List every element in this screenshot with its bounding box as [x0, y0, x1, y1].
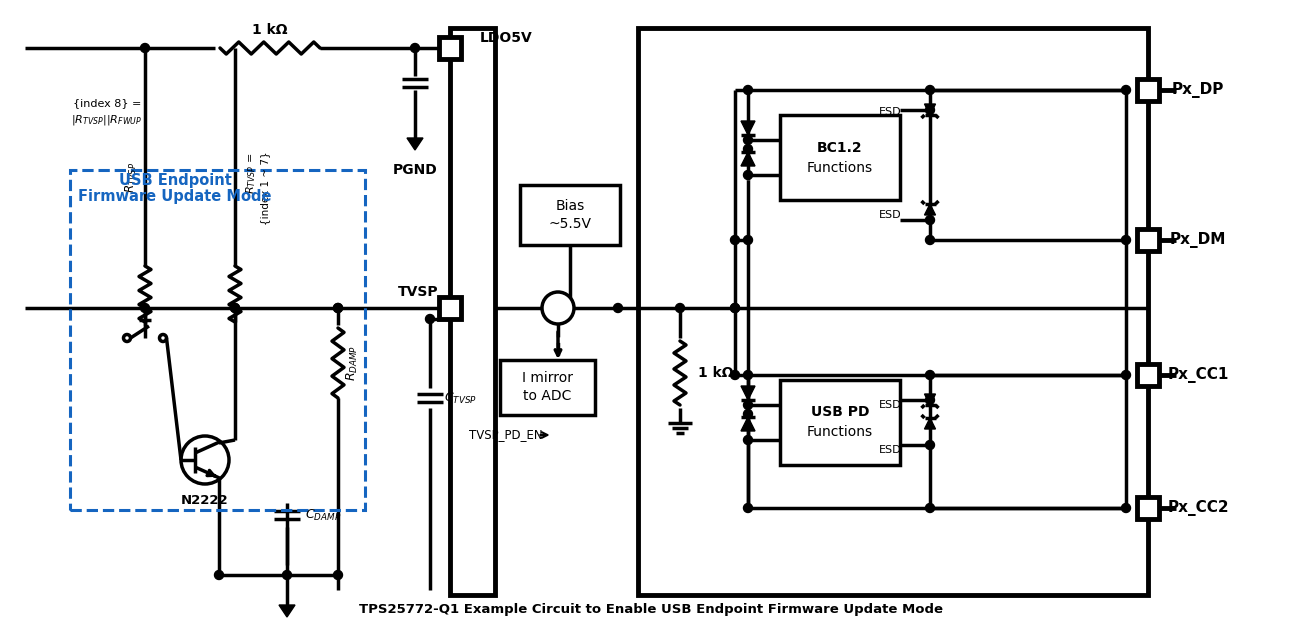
Bar: [1138, 364, 1158, 386]
Circle shape: [925, 440, 934, 450]
Polygon shape: [925, 104, 936, 115]
Bar: [780, 380, 900, 465]
Bar: [500, 360, 595, 415]
Bar: [638, 28, 1148, 595]
Circle shape: [215, 570, 224, 580]
Circle shape: [744, 85, 753, 95]
Text: Px_CC1: Px_CC1: [1167, 367, 1229, 383]
Text: {index 1 ~ 7}: {index 1 ~ 7}: [261, 151, 270, 225]
Text: USB Endpoint: USB Endpoint: [119, 172, 232, 187]
Text: Px_DM: Px_DM: [1170, 232, 1226, 248]
Bar: [1138, 497, 1158, 519]
Circle shape: [731, 236, 740, 244]
Circle shape: [925, 503, 934, 513]
Text: ESD: ESD: [880, 107, 902, 117]
Circle shape: [925, 236, 934, 244]
Circle shape: [925, 215, 934, 225]
Text: Functions: Functions: [807, 160, 873, 175]
Polygon shape: [925, 204, 936, 215]
Circle shape: [231, 304, 240, 312]
Circle shape: [614, 304, 623, 312]
Text: $R_{DAMP}$: $R_{DAMP}$: [344, 345, 360, 381]
Bar: [1138, 229, 1158, 251]
Text: USB PD: USB PD: [810, 406, 869, 419]
Text: Px_DP: Px_DP: [1171, 82, 1225, 98]
Text: TPS25772-Q1 Example Circuit to Enable USB Endpoint Firmware Update Mode: TPS25772-Q1 Example Circuit to Enable US…: [360, 603, 943, 616]
Circle shape: [744, 136, 753, 144]
Bar: [70, 170, 365, 510]
Text: Bias: Bias: [555, 199, 585, 213]
Bar: [1138, 79, 1158, 101]
Circle shape: [542, 292, 575, 324]
Text: $C_{TVSP}$: $C_{TVSP}$: [444, 391, 477, 406]
Circle shape: [731, 371, 740, 379]
Circle shape: [731, 304, 740, 312]
Circle shape: [744, 435, 753, 445]
Text: $C_{DAMP}$: $C_{DAMP}$: [305, 508, 341, 522]
Polygon shape: [407, 138, 423, 150]
Text: ESD: ESD: [880, 400, 902, 410]
Text: to ADC: to ADC: [524, 389, 572, 404]
Text: TVSP: TVSP: [397, 285, 438, 299]
Text: 1 kΩ: 1 kΩ: [698, 366, 734, 380]
Text: {index 8} =: {index 8} =: [73, 98, 141, 108]
Circle shape: [925, 106, 934, 114]
Polygon shape: [925, 394, 936, 405]
Circle shape: [1122, 236, 1131, 244]
Circle shape: [744, 409, 753, 419]
Bar: [439, 37, 461, 59]
Circle shape: [744, 144, 753, 154]
Polygon shape: [741, 417, 754, 431]
Text: ESD: ESD: [880, 210, 902, 220]
Circle shape: [1122, 85, 1131, 95]
Circle shape: [141, 44, 150, 52]
Circle shape: [410, 44, 420, 52]
Circle shape: [744, 170, 753, 180]
Text: 1 kΩ: 1 kΩ: [253, 23, 288, 37]
Text: $R_{TVSP}$: $R_{TVSP}$: [124, 162, 138, 193]
Polygon shape: [925, 418, 936, 429]
Circle shape: [1122, 371, 1131, 379]
Circle shape: [334, 304, 343, 312]
Circle shape: [334, 304, 343, 312]
Circle shape: [731, 304, 740, 312]
Text: I mirror: I mirror: [523, 371, 573, 386]
Circle shape: [141, 304, 150, 312]
Circle shape: [334, 570, 343, 580]
Bar: [520, 185, 620, 245]
Text: ~5.5V: ~5.5V: [549, 217, 592, 231]
Text: $|R_{TVSP}||R_{FWUP}$: $|R_{TVSP}||R_{FWUP}$: [72, 113, 142, 127]
Text: BC1.2: BC1.2: [817, 141, 863, 154]
Bar: [450, 28, 495, 595]
Circle shape: [231, 304, 240, 312]
Circle shape: [925, 85, 934, 95]
Circle shape: [744, 371, 753, 379]
Bar: [439, 297, 461, 319]
Text: Px_CC2: Px_CC2: [1167, 500, 1229, 516]
Bar: [780, 115, 900, 200]
Text: Functions: Functions: [807, 425, 873, 440]
Polygon shape: [741, 386, 754, 400]
Text: TVSP_PD_EN: TVSP_PD_EN: [469, 429, 542, 442]
Circle shape: [744, 503, 753, 513]
Circle shape: [1122, 503, 1131, 513]
Circle shape: [925, 371, 934, 379]
Polygon shape: [741, 121, 754, 135]
Circle shape: [744, 236, 753, 244]
Circle shape: [925, 396, 934, 404]
Circle shape: [426, 315, 434, 323]
Polygon shape: [279, 605, 294, 617]
Circle shape: [744, 401, 753, 409]
Polygon shape: [741, 152, 754, 166]
Circle shape: [283, 570, 292, 580]
Text: ESD: ESD: [880, 445, 902, 455]
Circle shape: [675, 304, 684, 312]
Text: PGND: PGND: [392, 163, 438, 177]
Text: N2222: N2222: [181, 493, 229, 506]
Text: Firmware Update Mode: Firmware Update Mode: [78, 188, 272, 203]
Text: $R_{TVSP}$ =: $R_{TVSP}$ =: [244, 152, 258, 193]
Text: LDO5V: LDO5V: [480, 31, 533, 45]
